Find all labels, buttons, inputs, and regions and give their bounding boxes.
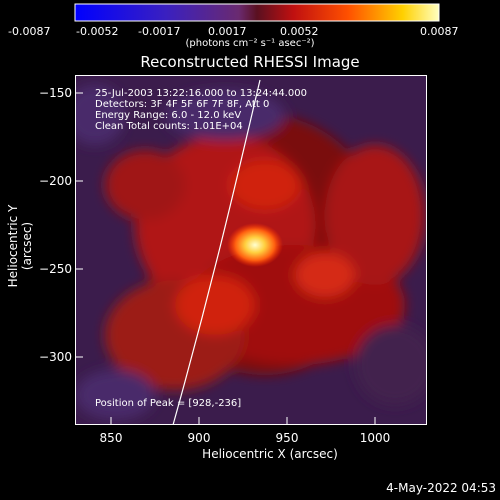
y-tick-label: −200 — [39, 174, 72, 188]
x-tick-label: 850 — [99, 431, 123, 445]
axis-ticks — [75, 92, 376, 425]
colorbar-tick: -0.0017 — [138, 25, 181, 38]
x-tick-label: 1000 — [359, 431, 391, 445]
annotation-clean-counts: Clean Total counts: 1.01E+04 — [95, 121, 243, 132]
annotation-peak-position: Position of Peak = [928,-236] — [95, 398, 242, 409]
x-tick-label: 900 — [187, 431, 211, 445]
colorbar-tick: 0.0052 — [280, 25, 319, 38]
y-tick-label: −250 — [39, 262, 72, 276]
y-tick-label: −300 — [39, 350, 72, 364]
annotation-time-range: 25-Jul-2003 13:22:16.000 to 13:24:44.000 — [95, 88, 307, 99]
colorbar-tick: 0.0087 — [420, 25, 459, 38]
colorbar-tick: 0.0017 — [208, 25, 247, 38]
rhessi-image — [75, 75, 427, 425]
x-axis-label: Heliocentric X (arcsec) — [202, 447, 338, 461]
plot-title: Reconstructed RHESSI Image — [140, 53, 360, 71]
timestamp: 4-May-2022 04:53 — [386, 481, 496, 495]
y-axis-label: Heliocentric Y (arcsec) — [6, 204, 34, 288]
colorbar — [74, 3, 440, 22]
annotation-detectors: Detectors: 3F 4F 5F 6F 7F 8F, Att 0 — [95, 99, 270, 110]
annotation-energy-range: Energy Range: 6.0 - 12.0 keV — [95, 110, 242, 121]
colorbar-tick: -0.0087 — [8, 25, 51, 38]
colorbar-units: (photons cm⁻² s⁻¹ asec⁻²) — [185, 38, 315, 49]
colorbar-tick: -0.0052 — [76, 25, 119, 38]
y-tick-label: −150 — [39, 86, 72, 100]
x-tick-label: 950 — [275, 431, 299, 445]
